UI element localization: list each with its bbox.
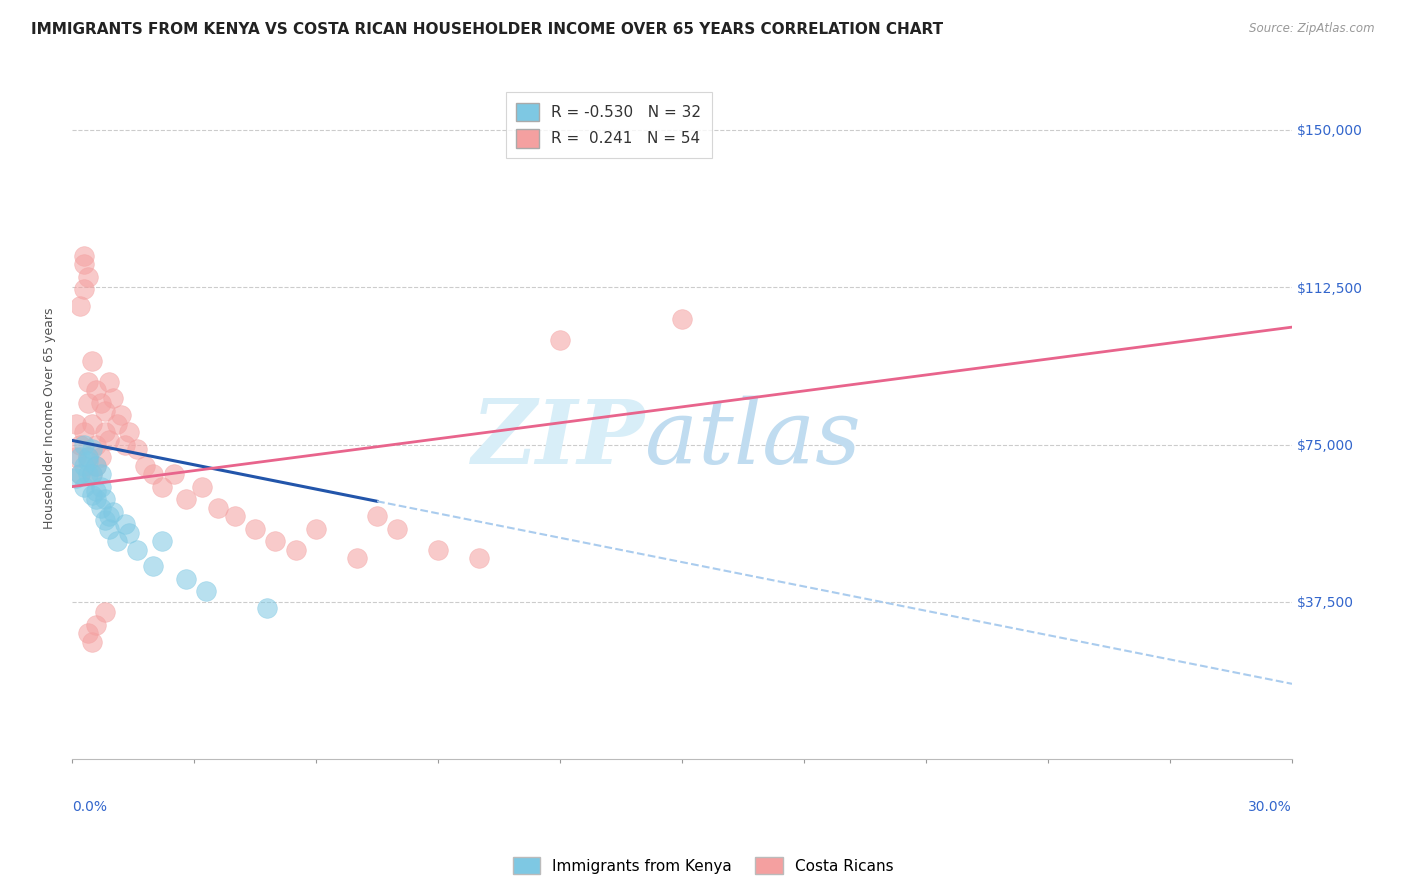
Point (256, 601, 278, 615)
Point (97, 375, 120, 389)
Point (97, 522, 120, 536)
Point (101, 392, 124, 406)
Point (101, 505, 124, 519)
Text: 0.0%: 0.0% (72, 800, 107, 814)
Point (86, 458, 108, 473)
Point (90, 479, 112, 493)
Point (73, 282, 96, 296)
Point (284, 542, 307, 557)
Point (127, 542, 149, 557)
Point (77, 450, 100, 465)
Point (114, 437, 136, 451)
Point (77, 395, 100, 409)
Point (163, 467, 186, 481)
Point (86, 483, 108, 498)
Text: 30.0%: 30.0% (1249, 800, 1292, 814)
Point (82, 353, 104, 368)
Point (77, 450, 100, 465)
Point (150, 479, 173, 493)
Point (77, 454, 100, 468)
Point (77, 467, 100, 481)
Point (69, 450, 91, 465)
Point (93, 513, 115, 527)
Point (142, 467, 165, 481)
Point (73, 425, 96, 439)
Point (93, 606, 115, 620)
Point (142, 559, 165, 574)
Point (86, 492, 108, 507)
Legend: R = -0.530   N = 32, R =  0.241   N = 54: R = -0.530 N = 32, R = 0.241 N = 54 (506, 92, 711, 158)
Point (195, 584, 218, 599)
Point (90, 500, 112, 515)
Point (73, 437, 96, 451)
Point (77, 269, 100, 284)
Point (671, 311, 693, 326)
Point (118, 425, 141, 439)
Point (82, 417, 104, 431)
Point (82, 488, 104, 502)
Point (548, 333, 571, 347)
Point (174, 492, 197, 507)
Point (97, 434, 120, 448)
Point (264, 534, 287, 549)
Point (77, 375, 100, 389)
Point (174, 572, 197, 586)
Point (105, 417, 128, 431)
Point (97, 508, 120, 523)
Point (73, 249, 96, 263)
Point (305, 522, 328, 536)
Point (207, 500, 229, 515)
Text: IMMIGRANTS FROM KENYA VS COSTA RICAN HOUSEHOLDER INCOME OVER 65 YEARS CORRELATIO: IMMIGRANTS FROM KENYA VS COSTA RICAN HOU… (31, 22, 943, 37)
Point (86, 458, 108, 473)
Text: atlas: atlas (645, 395, 862, 483)
Point (69, 437, 91, 451)
Point (243, 522, 266, 536)
Point (86, 383, 108, 397)
Text: ZIP: ZIP (472, 396, 645, 482)
Point (110, 409, 132, 423)
Point (387, 522, 409, 536)
Point (69, 299, 91, 313)
Point (69, 467, 91, 481)
Point (73, 479, 96, 493)
Point (114, 517, 136, 532)
Point (90, 395, 112, 409)
Point (77, 626, 100, 640)
Point (191, 479, 214, 493)
Point (366, 508, 388, 523)
Point (93, 492, 115, 507)
Point (65, 450, 87, 465)
Point (86, 618, 108, 632)
Point (150, 534, 173, 549)
Legend: Immigrants from Kenya, Costa Ricans: Immigrants from Kenya, Costa Ricans (506, 851, 900, 880)
Point (82, 467, 104, 481)
Point (86, 437, 108, 451)
Point (69, 467, 91, 481)
Point (467, 550, 489, 565)
Point (65, 471, 87, 485)
Point (82, 467, 104, 481)
Point (93, 425, 115, 439)
Point (93, 404, 115, 418)
Point (82, 635, 104, 649)
Point (346, 550, 368, 565)
Point (427, 542, 450, 557)
Point (73, 458, 96, 473)
Point (65, 417, 87, 431)
Point (105, 534, 128, 549)
Point (73, 257, 96, 271)
Point (90, 467, 112, 481)
Point (90, 450, 112, 465)
Point (224, 508, 246, 523)
Point (127, 442, 149, 456)
Point (134, 458, 156, 473)
Point (82, 442, 104, 456)
Text: Source: ZipAtlas.com: Source: ZipAtlas.com (1250, 22, 1375, 36)
Point (118, 525, 141, 540)
Y-axis label: Householder Income Over 65 years: Householder Income Over 65 years (44, 308, 56, 529)
